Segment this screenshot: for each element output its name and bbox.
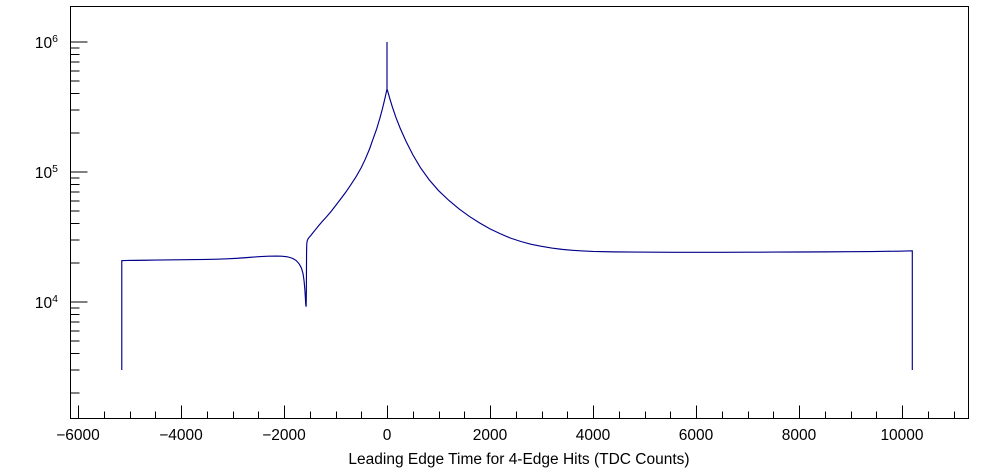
data-series-leading-edge-time	[121, 42, 913, 370]
x-tick-label: −4000	[159, 427, 203, 444]
y-axis-tick-labels: 106 105 104	[35, 33, 58, 312]
x-tick-label: 6000	[679, 427, 714, 444]
x-tick-label: 10000	[880, 427, 923, 444]
x-axis-ticks	[77, 405, 955, 419]
x-tick-label: −6000	[56, 427, 100, 444]
x-tick-label: 0	[383, 427, 392, 444]
y-axis-ticks	[70, 41, 88, 394]
plot-frame	[69, 5, 970, 420]
x-axis-title: Leading Edge Time for 4-Edge Hits (TDC C…	[348, 451, 689, 468]
x-axis-tick-labels: −6000 −4000 −2000 0 2000 4000 6000 8000 10000	[56, 427, 924, 444]
y-tick-label-1e4: 104	[35, 293, 58, 312]
x-tick-label: −2000	[262, 427, 306, 444]
x-tick-label: 2000	[473, 427, 508, 444]
y-tick-label-1e6: 106	[35, 33, 58, 52]
frame-box	[69, 5, 970, 420]
y-tick-label-1e5: 105	[35, 163, 58, 182]
x-tick-label: 4000	[576, 427, 611, 444]
x-tick-label: 8000	[782, 427, 817, 444]
